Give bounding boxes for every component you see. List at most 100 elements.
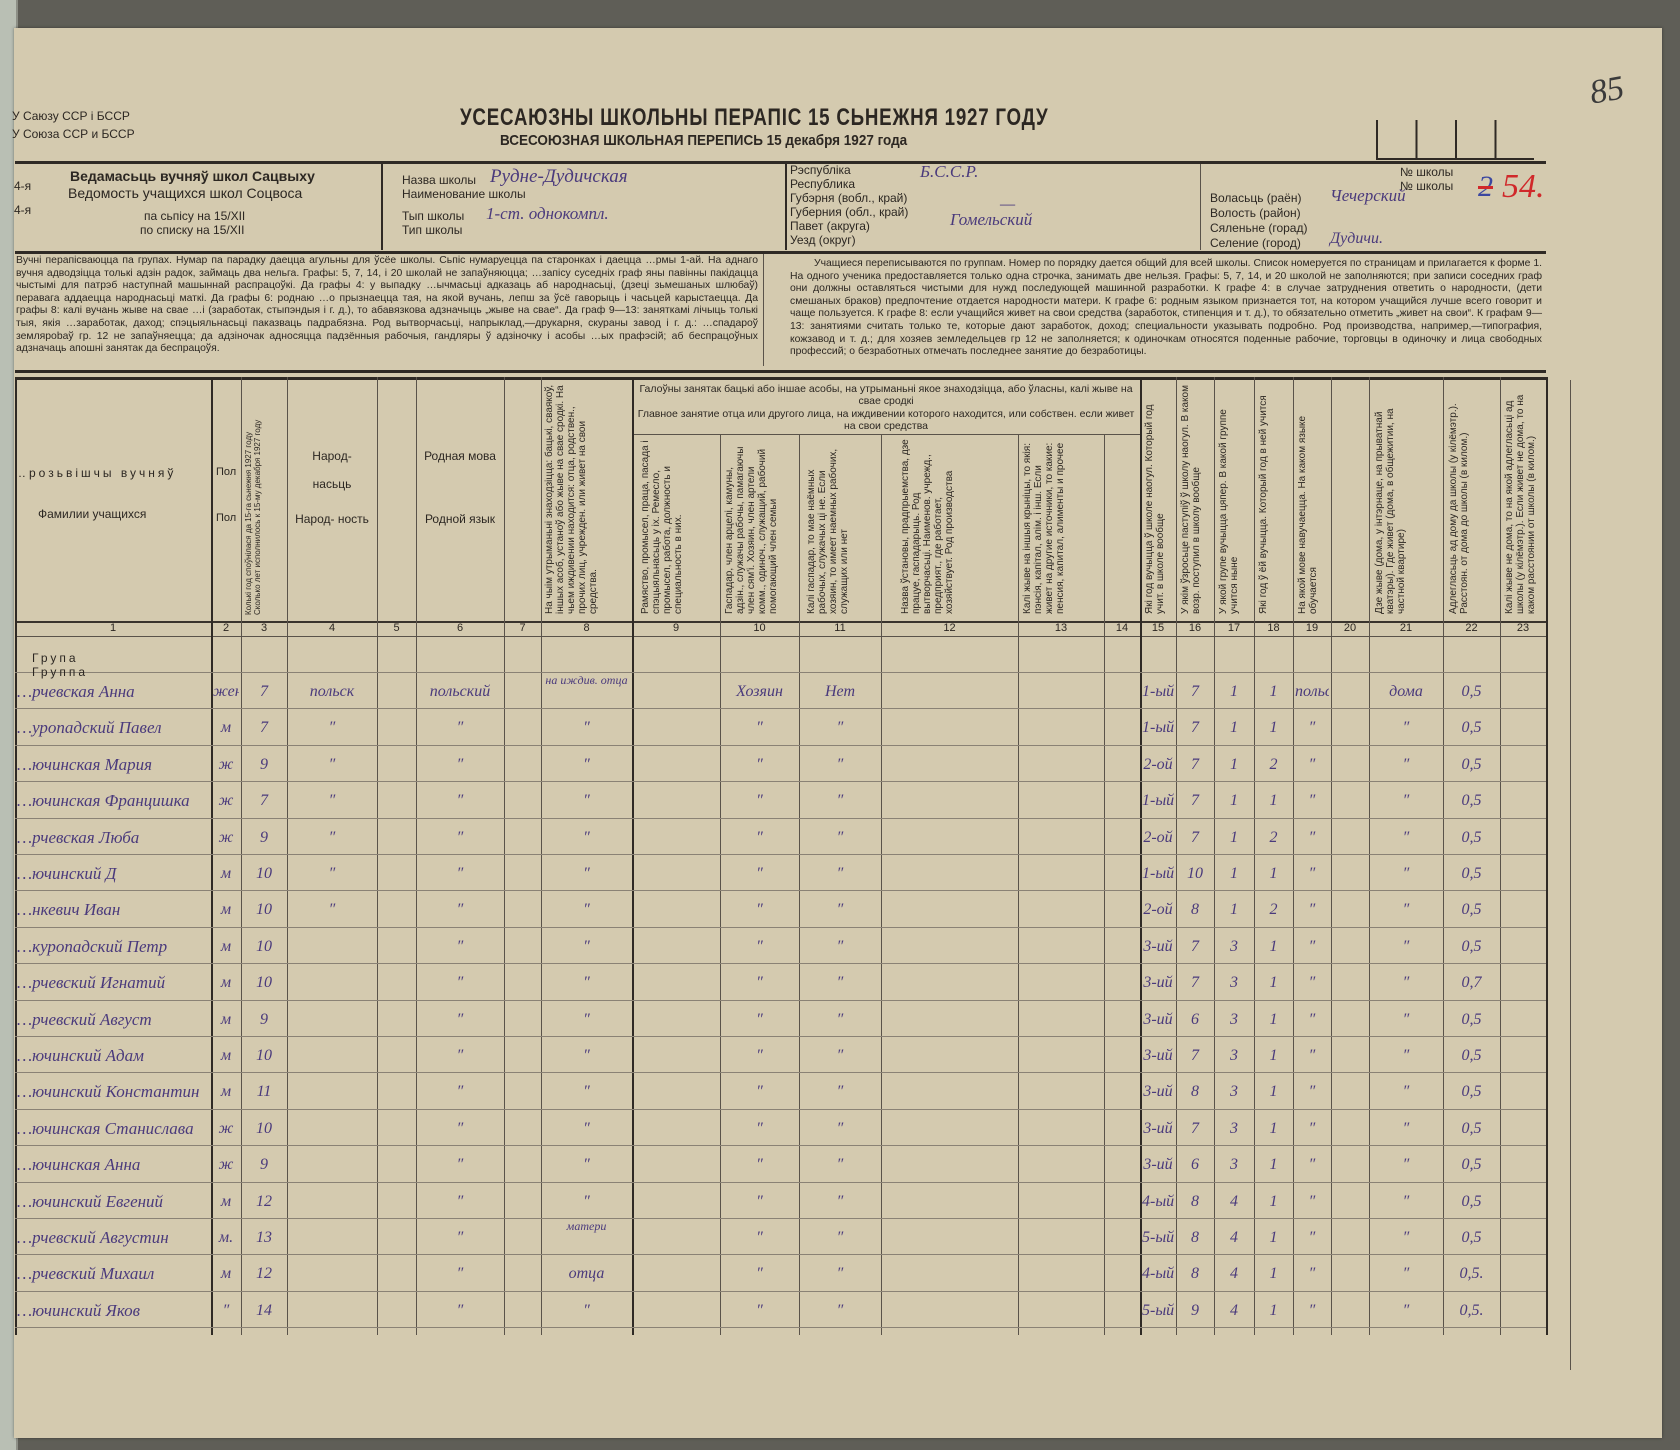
cell-sex: ж <box>218 1156 234 1173</box>
cell-native-language: ″ <box>456 938 464 955</box>
cell-year-in-grade: 1 <box>1269 974 1278 991</box>
cell-nationality: ″ <box>328 829 336 846</box>
col23-header: Калі жыве не дома, то на якой адлегласьц… <box>1504 394 1537 614</box>
cell-year-in-grade: 2 <box>1269 756 1278 773</box>
cell-nationality: ″ <box>328 719 336 736</box>
republic-label-ru: Республика <box>790 177 856 191</box>
divider <box>15 636 1546 637</box>
cell-residence: ″ <box>1402 1265 1410 1282</box>
cell-student-name: …куропадский Петр <box>17 937 168 956</box>
cell-grade: 3 <box>1230 1047 1238 1064</box>
cell-instruction-language: ″ <box>1308 719 1316 736</box>
cell-native-language: ″ <box>456 974 464 991</box>
row-line <box>15 1291 1546 1292</box>
cell-employment-status: ″ <box>756 1083 763 1100</box>
column-divider <box>1140 377 1142 1335</box>
row-line <box>15 1218 1546 1219</box>
cell-year-in-grade: 1 <box>1269 683 1278 700</box>
cell-entry-age: 8 <box>1191 1265 1199 1282</box>
cell-grade: 1 <box>1230 792 1238 809</box>
census-form-sheet <box>14 28 1662 1438</box>
column-divider <box>15 377 17 1335</box>
cell-distance-km: 0,5 <box>1461 683 1482 700</box>
cell-instruction-language: ″ <box>1308 1229 1316 1246</box>
cell-instruction-language: ″ <box>1308 1265 1316 1282</box>
cell-hired-workers: ″ <box>836 756 844 773</box>
cell-residence: ″ <box>1402 792 1410 809</box>
row-line <box>15 818 1546 819</box>
cell-employment-status: ″ <box>756 1302 763 1319</box>
column-divider <box>541 377 542 1335</box>
col8-header: На чыім утрыманьні знаходзіцца: бацькі, … <box>544 384 599 614</box>
volost-value: Чечерский <box>1330 186 1406 205</box>
cell-instruction-language: ″ <box>1308 829 1316 846</box>
row-line <box>15 781 1546 782</box>
cell-study-year: 3-ий <box>1143 974 1173 991</box>
cell-hired-workers: ″ <box>836 719 844 736</box>
cell-nationality <box>289 1109 375 1145</box>
cell-study-year: 3-ий <box>1143 1047 1173 1064</box>
cell-distance-km: 0,5 <box>1461 1047 1482 1064</box>
cell-entry-age: 7 <box>1191 1047 1199 1064</box>
village-label-ru: Селение (город) <box>1210 236 1301 250</box>
cell-dependency: ″ <box>583 1011 590 1028</box>
cell-student-name: …ючинский Адам <box>17 1046 145 1065</box>
cell-study-year: 2-ой <box>1143 901 1173 918</box>
cell-native-language: ″ <box>456 1229 464 1246</box>
cell-distance-km: 0,5 <box>1461 1120 1482 1137</box>
school-name-label-ru: Наименование школы <box>402 187 526 201</box>
group-label-by: Група <box>32 651 79 665</box>
village-value: Дудичи. <box>1330 230 1383 247</box>
cell-residence: ″ <box>1402 719 1410 736</box>
cell-instruction-language: ″ <box>1308 901 1316 918</box>
cell-grade: 3 <box>1230 1120 1238 1137</box>
cell-instruction-language: ″ <box>1308 792 1316 809</box>
column-divider <box>287 377 288 1335</box>
column-number: 19 <box>1305 622 1319 634</box>
cell-residence: ″ <box>1402 1083 1410 1100</box>
cell-hired-workers: ″ <box>836 1120 844 1137</box>
cell-entry-age: 7 <box>1191 683 1199 700</box>
cell-residence: ″ <box>1402 1120 1410 1137</box>
cell-student-name: …ючинский Д <box>17 864 117 883</box>
cell-instruction-language: ″ <box>1308 1120 1316 1137</box>
cell-hired-workers: Нет <box>825 683 855 700</box>
village-label-by: Сяленьне (горад) <box>1210 221 1308 235</box>
column-divider <box>377 377 378 1335</box>
cell-hired-workers: ″ <box>836 901 844 918</box>
col4-header-by: Народ- насьць <box>312 449 352 491</box>
cell-study-year: 2-ой <box>1143 756 1173 773</box>
cell-age: 10 <box>256 1120 272 1137</box>
cell-student-name: …рчевский Михаил <box>17 1264 155 1283</box>
row-line <box>15 1327 1546 1328</box>
column-divider <box>241 377 242 1335</box>
cell-study-year: 1-ый <box>1142 792 1174 809</box>
group-header-by: Галоўны занятак бацькі або іншае асобы, … <box>639 383 1133 407</box>
district-value: Гомельский <box>950 210 1033 229</box>
cell-entry-age: 6 <box>1191 1011 1199 1028</box>
col17-header: У якой групе вучыцца цяпер. В какой груп… <box>1218 409 1240 614</box>
cell-student-name: …рчевская Люба <box>17 828 140 847</box>
cell-hired-workers: ″ <box>836 1302 844 1319</box>
cell-student-name: …рчевский Игнатий <box>17 973 166 992</box>
school-type-label-ru: Тип школы <box>402 223 463 237</box>
form-label-ru: Ведомость учащихся школ Соцвоса <box>68 185 303 201</box>
cell-native-language: ″ <box>456 719 464 736</box>
cell-sex: м <box>220 719 232 736</box>
cell-student-name: …рчевская Анна <box>17 682 135 701</box>
cell-study-year: 4-ый <box>1142 1265 1174 1282</box>
column-number: 13 <box>1054 622 1068 634</box>
cell-dependency: ″ <box>583 1047 590 1064</box>
cell-student-name: …ючинский Евгений <box>17 1192 164 1211</box>
cell-distance-km: 0,5. <box>1459 1302 1484 1319</box>
column-number: 1 <box>109 622 117 634</box>
cell-dependency: ″ <box>583 1120 590 1137</box>
divider <box>1200 164 1201 250</box>
school-name-value: Рудне-Дудичская <box>490 166 628 187</box>
column-divider <box>1104 434 1105 1335</box>
cell-entry-age: 7 <box>1191 756 1199 773</box>
cell-grade: 1 <box>1230 683 1238 700</box>
cell-distance-km: 0,5 <box>1461 719 1482 736</box>
column-divider <box>1443 377 1444 1335</box>
row-line <box>15 1000 1546 1001</box>
